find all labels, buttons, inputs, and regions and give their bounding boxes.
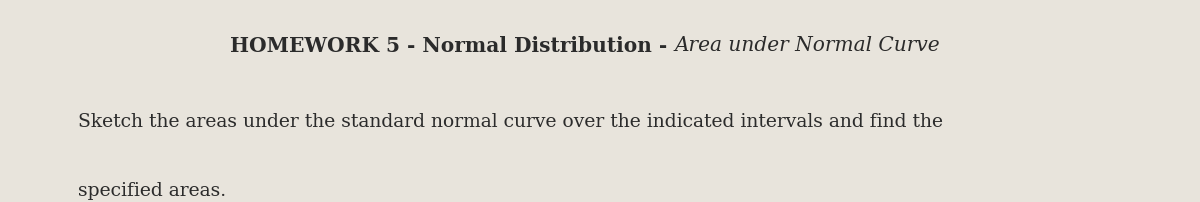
Text: specified areas.: specified areas.	[78, 182, 226, 200]
Text: Sketch the areas under the standard normal curve over the indicated intervals an: Sketch the areas under the standard norm…	[78, 113, 943, 131]
Text: Area under Normal Curve: Area under Normal Curve	[674, 36, 940, 55]
Text: HOMEWORK 5 - Normal Distribution -: HOMEWORK 5 - Normal Distribution -	[230, 36, 674, 56]
